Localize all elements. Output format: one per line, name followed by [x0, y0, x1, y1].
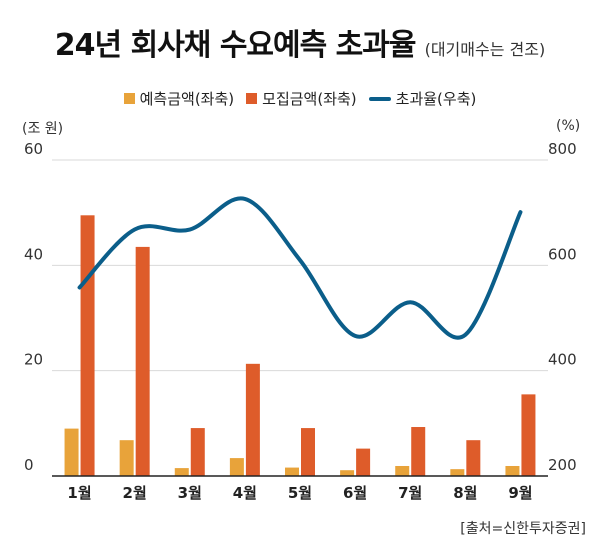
legend-swatch-rate: [368, 96, 391, 101]
legend-swatch-recruit: [246, 93, 258, 104]
bar-forecast: [64, 428, 79, 476]
right-tick-label: 800: [548, 140, 577, 158]
left-tick-label: 20: [24, 351, 43, 369]
bar-forecast: [395, 465, 410, 476]
source-note: [출처=신한투자증권]: [460, 521, 586, 537]
bar-forecast: [229, 458, 244, 476]
x-tick-label: 6월: [343, 484, 367, 502]
legend-item-rate: 초과율(우축): [368, 88, 477, 109]
chart-title-main: 24년 회사채 수요예측 초과율: [54, 28, 417, 63]
chart-title-sub: (대기매수는 견조): [424, 40, 546, 59]
bar-recruit: [135, 246, 150, 476]
bar-forecast: [285, 467, 299, 476]
chart-title: 24년 회사채 수요예측 초과율 (대기매수는 견조): [0, 20, 600, 64]
left-axis-unit: (조 원): [22, 121, 64, 137]
bar-recruit: [411, 427, 426, 476]
legend-label-recruit: 모집금액(좌축): [262, 90, 357, 108]
bar-recruit: [301, 428, 315, 476]
bar-forecast: [450, 469, 465, 476]
x-tick-label: 8월: [453, 484, 477, 502]
x-tick-label: 1월: [67, 484, 91, 502]
legend-label-rate: 초과율(우축): [395, 90, 477, 108]
bar-forecast: [505, 465, 520, 476]
chart-legend: 예측금액(좌축) 모집금액(좌축) 초과율(우축): [0, 88, 600, 109]
bar-recruit: [80, 215, 95, 477]
x-tick-label: 4월: [233, 484, 257, 502]
bar-recruit: [245, 363, 260, 476]
left-tick-label: 60: [24, 140, 43, 158]
legend-swatch-forecast: [123, 93, 135, 104]
right-axis-unit: (%): [556, 118, 581, 134]
legend-item-recruit: 모집금액(좌축): [246, 88, 357, 109]
bar-forecast: [174, 468, 189, 476]
x-tick-label: 9월: [508, 484, 532, 502]
bar-recruit: [190, 428, 205, 476]
legend-item-forecast: 예측금액(좌축): [123, 88, 235, 109]
right-tick-label: 200: [548, 456, 577, 474]
bar-forecast: [340, 470, 355, 476]
bar-recruit: [466, 440, 481, 476]
legend-label-forecast: 예측금액(좌축): [139, 90, 235, 108]
right-tick-label: 600: [548, 245, 577, 263]
left-tick-label: 40: [24, 245, 43, 263]
bar-recruit: [356, 448, 371, 476]
x-tick-label: 7월: [398, 484, 422, 502]
right-tick-label: 400: [548, 351, 577, 369]
bar-forecast: [119, 440, 134, 476]
rate-line: [77, 196, 523, 340]
x-tick-label: 3월: [178, 484, 202, 502]
bar-recruit: [521, 394, 536, 476]
left-tick-label: 0: [24, 456, 34, 474]
x-tick-label: 2월: [123, 484, 147, 502]
x-tick-label: 5월: [288, 484, 312, 502]
